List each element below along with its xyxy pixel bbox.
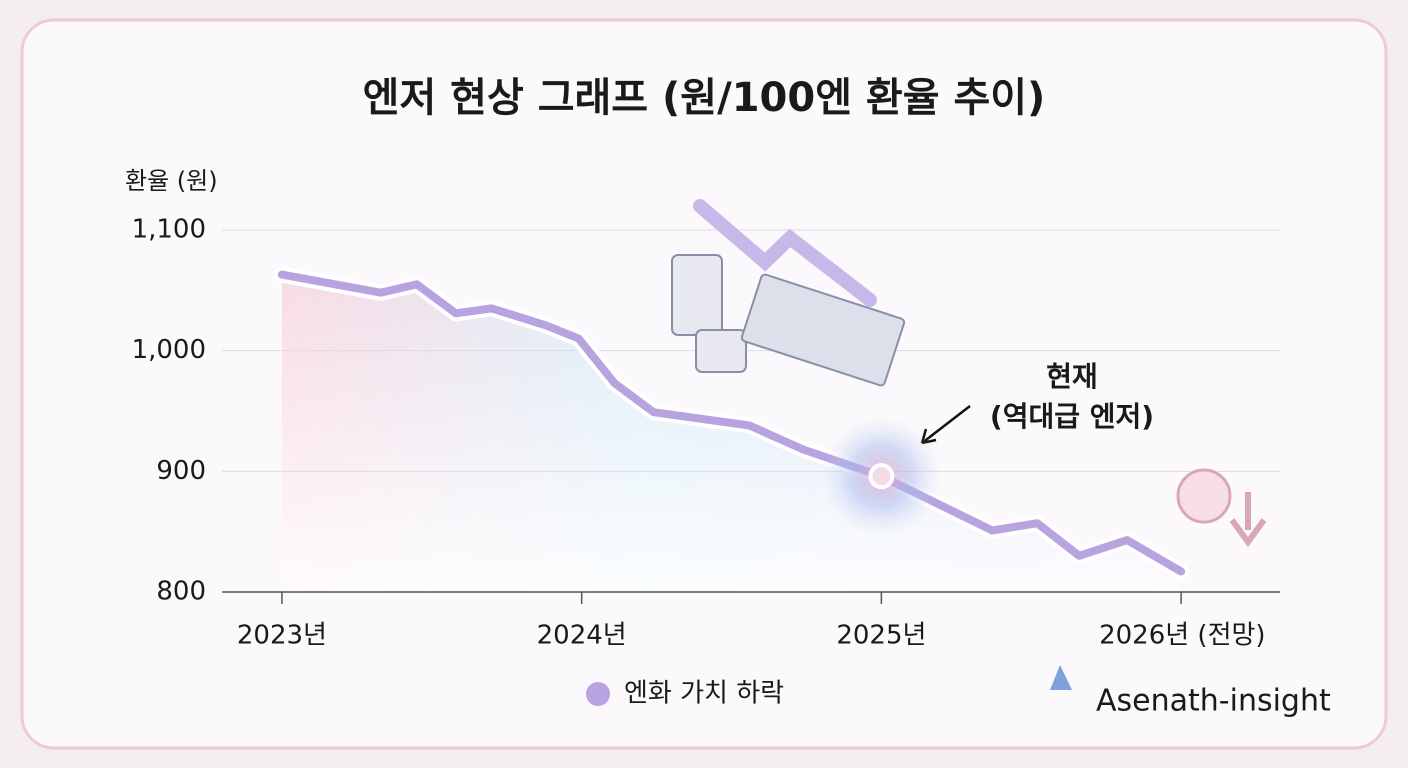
trend-arrow-icon: [693, 199, 877, 307]
x-tick-label: 2026년 (전망): [1099, 621, 1265, 651]
y-tick-label: 1,000: [132, 335, 206, 365]
annotation-arrow: [921, 405, 971, 444]
legend-label: 엔화 가치 하락: [624, 679, 784, 709]
highlight-point: [868, 463, 895, 490]
down-arrow-icon: [1229, 492, 1267, 548]
watermark: Asenath-insight: [1096, 684, 1331, 719]
y-tick-label: 800: [156, 577, 206, 607]
yen-coin-icon: [1176, 468, 1232, 524]
annotation-line: 현재: [1046, 360, 1098, 393]
y-tick-label: 1,100: [132, 215, 206, 245]
x-tick-label: 2024년: [537, 621, 627, 651]
annotation-line: (역대급 엔저): [990, 400, 1154, 433]
y-tick-label: 900: [156, 456, 206, 486]
x-tick-label: 2023년: [237, 621, 327, 651]
legend-swatch: [586, 682, 610, 706]
chart-title: 엔저 현상 그래프 (원/100엔 환율 추이): [363, 75, 1046, 121]
line: [277, 270, 1186, 576]
y-axis-label: 환율 (원): [125, 167, 218, 195]
logo-icon: [1050, 665, 1072, 690]
x-tick-label: 2025년: [836, 621, 926, 651]
coins-icon: [671, 254, 906, 387]
area-fade: [281, 274, 1182, 592]
